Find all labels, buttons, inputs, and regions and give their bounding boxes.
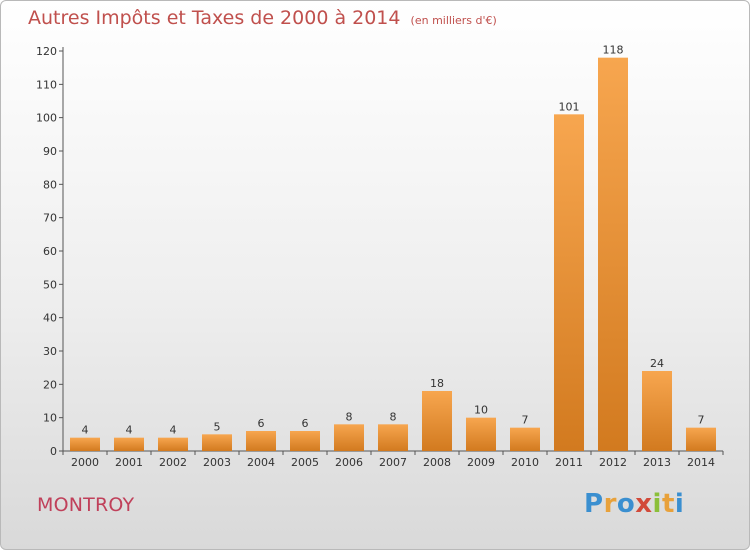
bar	[554, 114, 584, 451]
bar	[290, 431, 320, 451]
place-name: MONTROY	[37, 494, 135, 516]
bar	[466, 417, 496, 451]
chart-title: Autres Impôts et Taxes de 2000 à 2014 (e…	[28, 7, 497, 29]
x-tick-label: 2004	[247, 456, 275, 469]
y-tick-label: 110	[36, 78, 57, 91]
x-tick-label: 2003	[203, 456, 231, 469]
data-label: 4	[170, 424, 177, 437]
bar	[510, 427, 540, 451]
y-tick-label: 60	[43, 245, 57, 258]
x-tick-label: 2007	[379, 456, 407, 469]
logo-letter: i	[652, 489, 662, 519]
bar	[642, 371, 672, 451]
bar-chart: 0 10 20 30 40 50 60 70 80 90 100 110 120 2000 2001 2002…	[36, 44, 724, 469]
y-tick-label: 20	[43, 378, 57, 391]
data-label: 4	[82, 424, 89, 437]
x-tick-label: 2006	[335, 456, 363, 469]
y-tick-label: 40	[43, 312, 57, 325]
bar	[422, 391, 452, 451]
data-label: 18	[430, 377, 444, 390]
chart-subtitle: (en milliers d'€)	[410, 14, 497, 27]
y-tick-label: 70	[43, 212, 57, 225]
logo-letter: x	[635, 489, 653, 519]
logo-letter: r	[603, 489, 617, 519]
x-tick-label: 2013	[643, 456, 671, 469]
bar	[114, 437, 144, 451]
data-label: 6	[302, 417, 309, 430]
data-label: 4	[126, 424, 133, 437]
logo-letter: P	[584, 489, 604, 519]
data-label: 5	[214, 420, 221, 433]
x-tick-label: 2010	[511, 456, 539, 469]
logo-letter: t	[661, 489, 675, 519]
bar	[202, 434, 232, 451]
x-tick-label: 2001	[115, 456, 143, 469]
data-label: 7	[522, 414, 529, 427]
data-label: 7	[698, 414, 705, 427]
y-tick-label: 120	[36, 45, 57, 58]
x-tick-label: 2005	[291, 456, 319, 469]
bar	[334, 424, 364, 451]
data-label: 8	[390, 410, 397, 423]
bar	[158, 437, 188, 451]
bar	[686, 427, 716, 451]
y-tick-label: 80	[43, 178, 57, 191]
data-label: 8	[346, 410, 353, 423]
data-label: 10	[474, 404, 488, 417]
logo-letter: i	[674, 489, 685, 519]
y-tick-label: 30	[43, 345, 57, 358]
bar	[246, 431, 276, 451]
bar	[378, 424, 408, 451]
x-tick-label: 2009	[467, 456, 495, 469]
x-tick-label: 2012	[599, 456, 627, 469]
data-label: 6	[258, 417, 265, 430]
y-tick-label: 100	[36, 112, 57, 125]
bar	[70, 437, 100, 451]
x-tick-label: 2011	[555, 456, 583, 469]
logo-letter: o	[616, 489, 636, 519]
data-label: 24	[650, 357, 664, 370]
data-label: 118	[603, 44, 624, 57]
y-tick-label: 10	[43, 412, 57, 425]
proxiti-logo: Proxiti	[584, 489, 684, 519]
x-tick-label: 2000	[71, 456, 99, 469]
y-tick-label: 0	[50, 445, 57, 458]
y-tick-label: 50	[43, 278, 57, 291]
chart-title-text: Autres Impôts et Taxes de 2000 à 2014	[28, 7, 401, 29]
x-tick-label: 2008	[423, 456, 451, 469]
data-labels: 4 4 4 5 6 6 8 8 18 10 7 101 118 24 7	[82, 44, 705, 437]
data-label: 101	[559, 100, 580, 113]
bars	[70, 57, 716, 452]
x-tick-label: 2002	[159, 456, 187, 469]
y-tick-label: 90	[43, 145, 57, 158]
x-tick-label: 2014	[687, 456, 715, 469]
bar	[598, 57, 628, 452]
